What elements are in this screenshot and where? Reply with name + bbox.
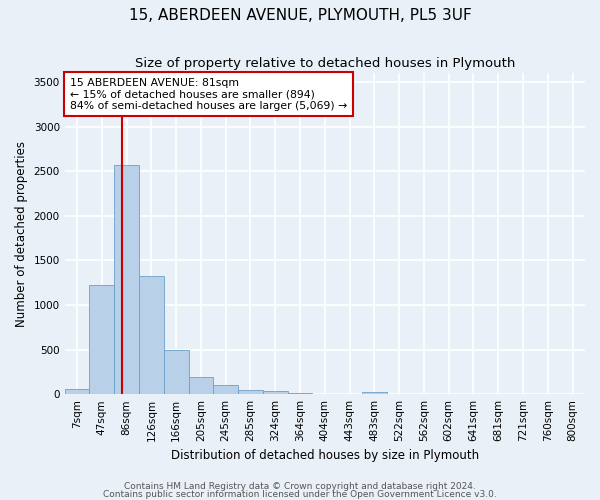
- Bar: [89, 286, 114, 394]
- Text: Contains HM Land Registry data © Crown copyright and database right 2024.: Contains HM Land Registry data © Crown c…: [124, 482, 476, 491]
- Text: 15, ABERDEEN AVENUE, PLYMOUTH, PL5 3UF: 15, ABERDEEN AVENUE, PLYMOUTH, PL5 3UF: [128, 8, 472, 22]
- Bar: [263, 391, 287, 394]
- Bar: [114, 165, 139, 394]
- Bar: [362, 392, 387, 394]
- Bar: [65, 390, 89, 394]
- Bar: [238, 390, 263, 394]
- X-axis label: Distribution of detached houses by size in Plymouth: Distribution of detached houses by size …: [171, 450, 479, 462]
- Bar: [214, 385, 238, 394]
- Text: Contains public sector information licensed under the Open Government Licence v3: Contains public sector information licen…: [103, 490, 497, 499]
- Y-axis label: Number of detached properties: Number of detached properties: [15, 140, 28, 326]
- Text: 15 ABERDEEN AVENUE: 81sqm
← 15% of detached houses are smaller (894)
84% of semi: 15 ABERDEEN AVENUE: 81sqm ← 15% of detac…: [70, 78, 347, 111]
- Title: Size of property relative to detached houses in Plymouth: Size of property relative to detached ho…: [134, 58, 515, 70]
- Bar: [139, 276, 164, 394]
- Bar: [164, 350, 188, 394]
- Bar: [188, 377, 214, 394]
